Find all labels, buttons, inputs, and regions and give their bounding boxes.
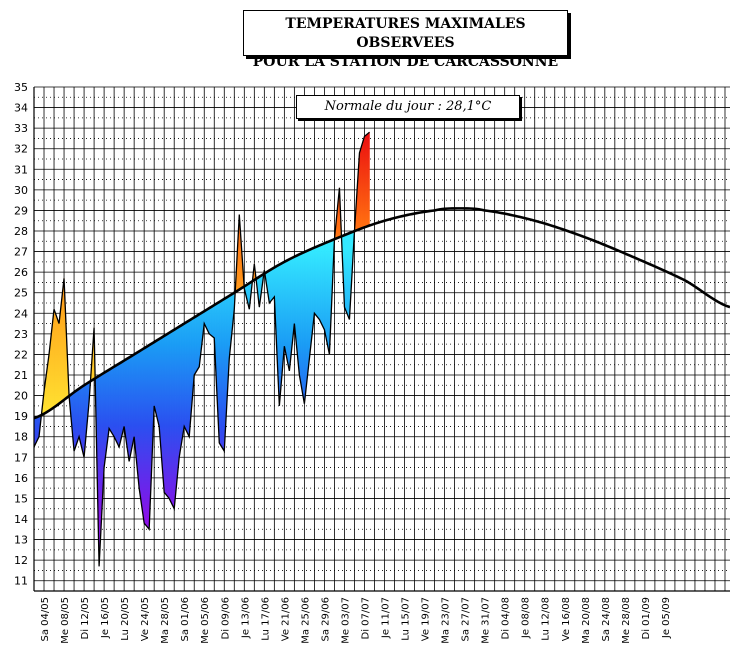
x-tick-label: Sa 29/06 <box>320 597 331 641</box>
y-tick-label: 11 <box>14 575 28 588</box>
chart-title-line1: TEMPERATURES MAXIMALES OBSERVEES <box>285 16 526 51</box>
y-tick-label: 12 <box>14 554 28 567</box>
x-tick-label: Lu 17/06 <box>260 597 271 641</box>
y-tick-label: 23 <box>14 328 28 341</box>
y-tick-label: 15 <box>14 492 28 505</box>
x-tick-label: Lu 15/07 <box>401 597 412 641</box>
y-axis-ticks: 11 12 13 14 15 16 17 18 19 20 21 22 23 24 25 26 27 28 29 30… <box>14 81 28 588</box>
axes <box>33 87 730 592</box>
anomaly-segment <box>368 131 370 227</box>
daily-normal-label: Normale du jour : 28,1°C <box>296 95 520 119</box>
x-tick-label: Ve 16/08 <box>561 597 572 641</box>
x-tick-label: Me 05/06 <box>200 597 211 644</box>
x-tick-label: Lu 12/08 <box>541 597 552 641</box>
x-tick-label: Di 12/05 <box>80 597 91 639</box>
x-tick-label: Sa 01/06 <box>180 597 191 641</box>
y-tick-label: 24 <box>14 307 28 320</box>
y-tick-label: 13 <box>14 534 28 547</box>
y-tick-label: 32 <box>14 143 28 156</box>
y-tick-label: 34 <box>14 102 28 115</box>
x-tick-label: Di 09/06 <box>220 597 231 639</box>
x-tick-label: Ma 23/07 <box>441 597 452 644</box>
x-tick-label: Sa 04/05 <box>40 597 51 641</box>
x-tick-label: Je 08/08 <box>521 597 532 639</box>
x-tick-label: Ve 21/06 <box>280 597 291 641</box>
y-tick-label: 29 <box>14 204 28 217</box>
x-tick-label: Me 08/05 <box>60 597 71 644</box>
y-tick-label: 14 <box>14 513 28 526</box>
chart-lines <box>34 131 730 567</box>
x-tick-label: Sa 24/08 <box>601 597 612 641</box>
normal-temperature-curve <box>34 207 730 420</box>
x-tick-label: Di 01/09 <box>641 597 652 639</box>
x-tick-label: Ma 20/08 <box>581 597 592 644</box>
x-tick-label: Me 28/08 <box>621 597 632 644</box>
y-tick-label: 27 <box>14 246 28 259</box>
x-tick-label: Sa 27/07 <box>461 597 472 641</box>
y-tick-label: 31 <box>14 163 28 176</box>
x-tick-label: Je 16/05 <box>100 597 111 639</box>
x-tick-label: Je 13/06 <box>240 597 251 639</box>
x-tick-label: Me 31/07 <box>481 597 492 644</box>
x-tick-label: Je 05/09 <box>661 597 672 639</box>
chart-title-line2: POUR LA STATION DE CARCASSONNE <box>252 54 559 70</box>
y-tick-label: 22 <box>14 348 28 361</box>
y-tick-label: 20 <box>14 390 28 403</box>
x-tick-label: Ve 24/05 <box>140 597 151 641</box>
y-tick-label: 25 <box>14 287 28 300</box>
observed-temperature-line <box>34 131 370 567</box>
chart-title: TEMPERATURES MAXIMALES OBSERVEES POUR LA… <box>243 10 568 70</box>
y-tick-label: 19 <box>14 410 28 423</box>
y-tick-label: 28 <box>14 225 28 238</box>
y-tick-label: 18 <box>14 431 28 444</box>
x-tick-label: Ve 19/07 <box>421 597 432 641</box>
y-tick-label: 26 <box>14 266 28 279</box>
x-tick-label: Lu 20/05 <box>120 597 131 641</box>
x-tick-label: Me 03/07 <box>340 597 351 644</box>
y-tick-label: 17 <box>14 451 28 464</box>
x-tick-label: Di 04/08 <box>501 597 512 639</box>
x-tick-label: Je 11/07 <box>381 597 392 639</box>
grid-lines <box>34 86 730 591</box>
x-tick-label: Ma 28/05 <box>160 597 171 644</box>
y-tick-label: 33 <box>14 122 28 135</box>
y-tick-label: 35 <box>14 81 28 94</box>
y-tick-label: 30 <box>14 184 28 197</box>
x-tick-label: Di 07/07 <box>360 597 371 639</box>
y-tick-label: 16 <box>14 472 28 485</box>
y-tick-label: 21 <box>14 369 28 382</box>
x-axis-ticks: Sa 04/05 Me 08/05 Di 12/05 Je 16/05 Lu 20/05… <box>40 597 672 644</box>
x-tick-label: Ma 25/06 <box>300 597 311 644</box>
